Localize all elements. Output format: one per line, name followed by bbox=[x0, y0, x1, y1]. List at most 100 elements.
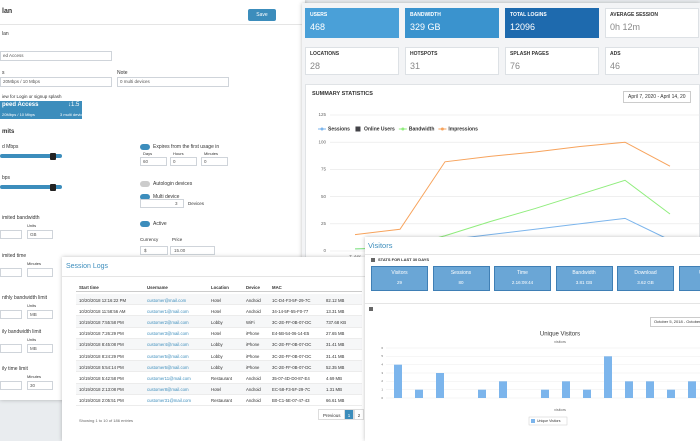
table-cell: Hotel bbox=[211, 297, 222, 303]
card-devices: 3 multi devices bbox=[60, 112, 87, 117]
input[interactable] bbox=[27, 381, 53, 390]
legend-marker bbox=[401, 127, 405, 131]
date-range-button[interactable]: April 7, 2020 - April 14, 20 bbox=[623, 91, 691, 103]
table-cell: 10/19/2018 2:05:51 PM bbox=[79, 398, 124, 404]
input[interactable] bbox=[0, 51, 112, 61]
y-tick-label: 5 bbox=[381, 354, 383, 358]
table-cell: Android bbox=[246, 308, 261, 314]
input[interactable] bbox=[170, 246, 215, 255]
table-cell: 3C-2E-FF-0B-07-DC bbox=[272, 353, 312, 359]
input-value: 0 bbox=[173, 159, 176, 164]
table-cell: Android bbox=[246, 398, 261, 404]
stat-value: 31 bbox=[410, 61, 421, 71]
date-range-button[interactable]: October 5, 2018 - October bbox=[650, 317, 700, 327]
slider-track[interactable] bbox=[0, 154, 62, 158]
stat-value: 329 GB bbox=[410, 22, 441, 32]
input[interactable] bbox=[27, 344, 53, 353]
input[interactable] bbox=[170, 157, 197, 166]
y-tick-label: 6 bbox=[381, 346, 383, 350]
slider-track[interactable] bbox=[0, 185, 62, 189]
table-cell: EC-58-F3-5F-29-7C bbox=[272, 387, 311, 393]
bar bbox=[604, 356, 612, 398]
input[interactable] bbox=[27, 230, 53, 239]
username-link[interactable]: customer6@mail.com bbox=[147, 364, 189, 370]
unit-label: Units bbox=[27, 223, 37, 228]
stat-value: 28 bbox=[310, 61, 321, 71]
table-cell: Hotel bbox=[211, 308, 222, 314]
toggle[interactable] bbox=[140, 194, 150, 200]
username-link[interactable]: customer@mail.com bbox=[147, 297, 187, 303]
input[interactable] bbox=[27, 268, 53, 277]
input[interactable] bbox=[140, 157, 167, 166]
input[interactable] bbox=[0, 310, 22, 319]
field-label: Note bbox=[117, 70, 128, 76]
stat-tile bbox=[505, 47, 599, 75]
toggle[interactable] bbox=[140, 181, 150, 187]
toggle[interactable] bbox=[140, 221, 150, 227]
username-link[interactable]: customer2@mail.com bbox=[147, 319, 189, 325]
table-footer: Showing 1 to 10 of 186 entries bbox=[79, 418, 134, 423]
username-link[interactable]: customer11@mail.com bbox=[147, 375, 191, 381]
input[interactable] bbox=[0, 268, 22, 277]
table-cell: 737.68 KB bbox=[326, 319, 347, 325]
series-line bbox=[354, 141, 671, 236]
stat-value: 3.62 GB bbox=[637, 280, 654, 285]
stat-tile bbox=[605, 8, 699, 38]
slider-handle[interactable] bbox=[50, 153, 56, 160]
column-header: Start time bbox=[79, 285, 99, 290]
username-link[interactable]: customer31@mail.com bbox=[147, 398, 192, 404]
field-label: nthly bandwidth limit bbox=[2, 295, 48, 301]
input[interactable] bbox=[0, 344, 22, 353]
stat-tile bbox=[605, 47, 699, 75]
save-button[interactable]: Save bbox=[248, 9, 276, 21]
table-cell: 10/19/2018 5:54:14 PM bbox=[79, 364, 124, 370]
preview-caption: iew for Login or signup splash bbox=[2, 94, 62, 99]
table-cell: 1C-D4-F3-5F-29-7C bbox=[272, 297, 311, 303]
table-cell: iPhone bbox=[246, 353, 260, 359]
input[interactable] bbox=[27, 310, 53, 319]
table-cell: Android bbox=[246, 297, 261, 303]
legend-label: Sessions bbox=[328, 126, 350, 132]
username-link[interactable]: customer3@mail.com bbox=[147, 331, 189, 337]
stat-label: HOTSPOTS bbox=[410, 51, 438, 57]
stat-tile bbox=[405, 8, 499, 38]
input[interactable] bbox=[201, 157, 228, 166]
username-link[interactable]: customer1@mail.com bbox=[147, 308, 189, 314]
legend-marker bbox=[531, 419, 535, 423]
slider-handle[interactable] bbox=[50, 184, 56, 191]
input[interactable] bbox=[140, 246, 168, 255]
x-axis-label: visitors bbox=[554, 408, 566, 412]
username-link[interactable]: customer5@mail.com bbox=[147, 353, 189, 359]
pagination-button[interactable]: Previous bbox=[318, 409, 346, 420]
y-tick-label: 2 bbox=[381, 379, 383, 383]
table-cell: 10/19/2018 2:13:08 PM bbox=[79, 387, 124, 393]
table-row bbox=[76, 305, 362, 317]
plan-card bbox=[0, 101, 82, 119]
bar bbox=[688, 381, 696, 398]
table-cell: 10/20/2018 12:16:22 PM bbox=[79, 297, 127, 303]
input[interactable] bbox=[117, 77, 229, 87]
field-label: s bbox=[2, 70, 5, 76]
input[interactable] bbox=[0, 77, 112, 87]
y-tick-label: 0 bbox=[381, 396, 383, 400]
table-row bbox=[76, 327, 362, 339]
table-cell: E4-5B-54-06-14-E5 bbox=[272, 331, 310, 337]
panel-title: Session Logs bbox=[66, 263, 109, 270]
input[interactable] bbox=[0, 381, 22, 390]
pagination-button[interactable]: 2 bbox=[354, 409, 364, 420]
input[interactable] bbox=[140, 199, 184, 208]
stats-caption: STATS FOR LAST 30 DAYS bbox=[378, 257, 430, 262]
table-row bbox=[76, 361, 362, 373]
input[interactable] bbox=[0, 230, 22, 239]
bar bbox=[646, 381, 654, 398]
input-value: 15.00 bbox=[174, 248, 186, 253]
pagination-button[interactable]: 1 bbox=[344, 409, 354, 420]
username-link[interactable]: customer8@mail.com bbox=[147, 387, 189, 393]
table-cell: 66.61 MB bbox=[326, 398, 345, 404]
unit-label: Units bbox=[27, 303, 37, 308]
table-cell: 34-14-5F-55-F0-77 bbox=[272, 308, 309, 314]
username-link[interactable]: customer4@mail.com bbox=[147, 342, 189, 348]
toggle[interactable] bbox=[140, 144, 150, 150]
input-value: MB bbox=[30, 312, 37, 317]
stat-value: 3.81 GB bbox=[575, 280, 593, 285]
